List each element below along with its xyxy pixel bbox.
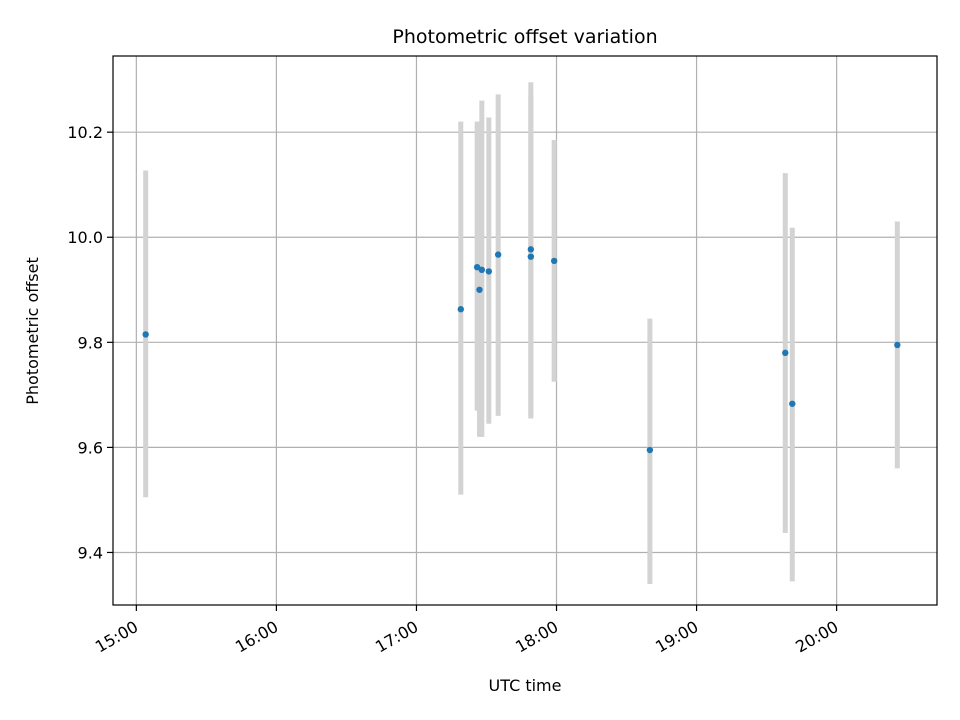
y-tick-label: 10.0	[67, 228, 103, 247]
x-tick-label: 18:00	[512, 617, 561, 657]
y-tick-label: 10.2	[67, 123, 103, 142]
y-axis-label: Photometric offset	[23, 257, 42, 405]
data-point	[478, 266, 486, 274]
chart-title: Photometric offset variation	[392, 26, 657, 48]
data-point	[473, 263, 481, 271]
y-tick-label: 9.8	[78, 333, 103, 352]
data-point	[550, 257, 558, 265]
data-point	[494, 251, 502, 258]
x-tick-label: 16:00	[232, 617, 281, 657]
data-point	[527, 246, 535, 253]
data-point	[476, 286, 483, 293]
x-tick-label: 15:00	[92, 617, 141, 657]
x-axis: 15:00 16:00 17:00 18:00 19:00 20:00	[92, 605, 842, 657]
plot-frame	[112, 55, 938, 606]
x-tick-label: 19:00	[652, 617, 701, 657]
data-point	[485, 268, 493, 275]
data-point	[646, 446, 654, 454]
data-point	[782, 349, 789, 357]
x-axis-label: UTC time	[489, 676, 562, 695]
data-point	[457, 306, 465, 313]
y-tick-label: 9.4	[78, 543, 103, 562]
error-bars	[143, 82, 900, 584]
grid	[113, 56, 937, 605]
y-axis: 9.4 9.6 9.8 10.0 10.2	[67, 123, 113, 562]
data-point	[789, 400, 796, 407]
data-point	[894, 341, 901, 349]
x-tick-label: 17:00	[372, 617, 421, 657]
x-tick-label: 20:00	[792, 617, 841, 657]
data-point	[527, 253, 535, 260]
data-points	[142, 246, 901, 454]
data-point	[142, 331, 149, 338]
y-tick-label: 9.6	[78, 438, 103, 457]
